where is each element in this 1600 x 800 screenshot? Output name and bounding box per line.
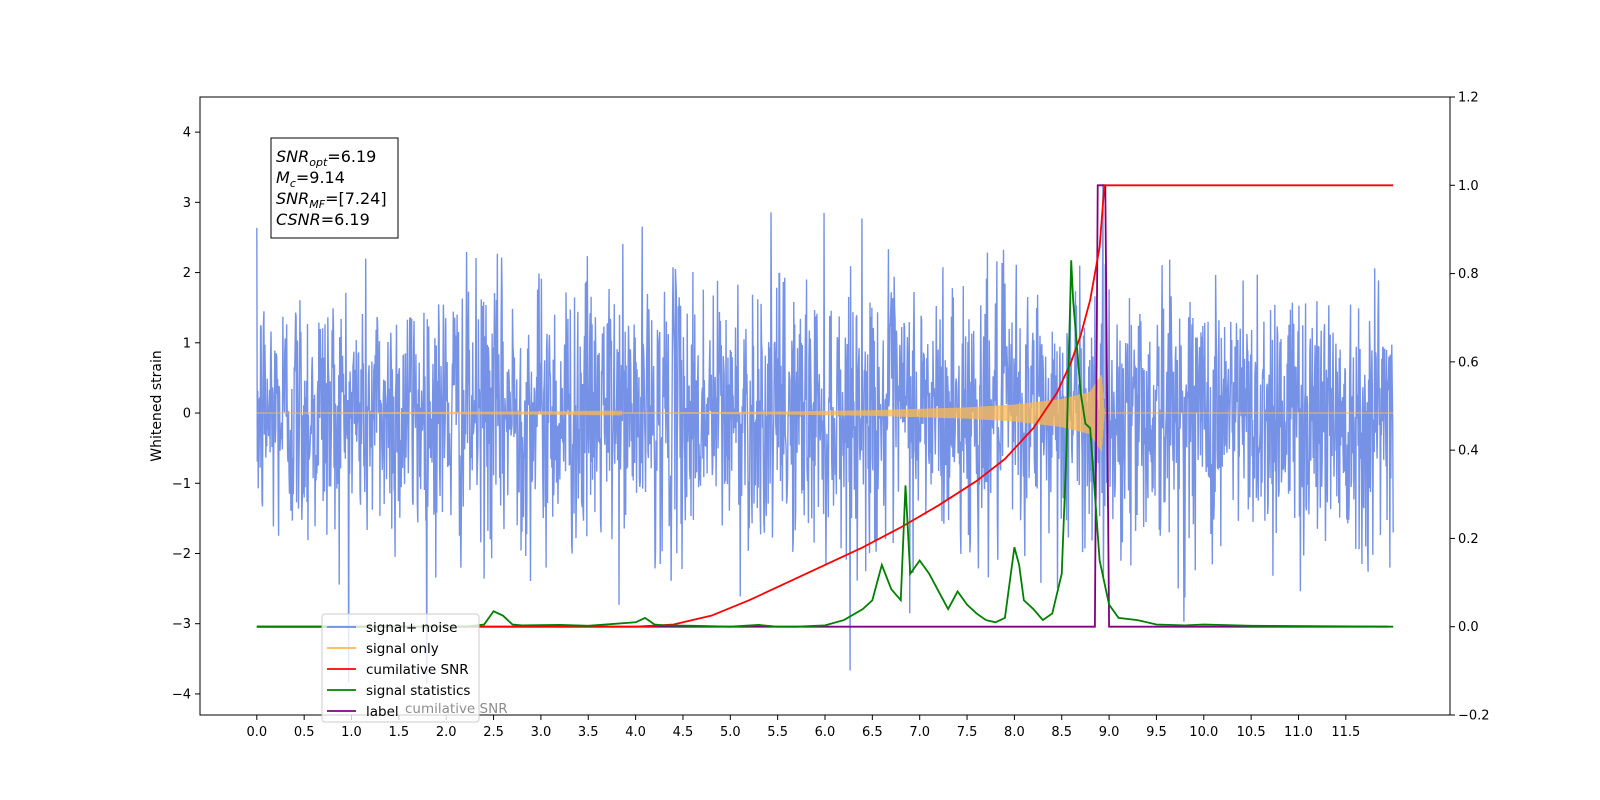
y-tick-label: −4 xyxy=(172,687,191,702)
series-cumulative-snr xyxy=(256,184,1394,628)
x-tick-label: 6.5 xyxy=(862,725,883,740)
x-axis: 0.0 0.5 1.0 1.5 2.0 2.5 3.0 3.5 4.0 4.5 5.0 5.5 6.0 6… xyxy=(246,715,1360,740)
x-tick-label: 6.0 xyxy=(815,725,836,740)
x-tick-label: 2.0 xyxy=(436,725,457,740)
legend-frame xyxy=(321,613,480,723)
y-axis-left: 4 3 2 1 0 −1 −2 −3 −4 xyxy=(172,126,200,702)
y2-tick-label: 1.0 xyxy=(1458,179,1479,194)
legend-label: signal+ noise xyxy=(366,620,457,636)
x-tick-label: 11.5 xyxy=(1331,725,1360,740)
x-tick-label: 8.0 xyxy=(1004,725,1025,740)
legend: cumilative SNR signal+ noise signal only cu… xyxy=(321,613,508,723)
series-signal-noise xyxy=(256,184,1394,684)
y2-tick-label: 0.6 xyxy=(1458,355,1479,370)
x-tick-label: 4.0 xyxy=(625,725,646,740)
x-tick-label: 1.0 xyxy=(341,725,362,740)
y2-tick-label: 0.8 xyxy=(1458,267,1479,282)
x-tick-label: 5.5 xyxy=(767,725,788,740)
y-tick-label: 2 xyxy=(183,266,191,281)
x-tick-label: 7.0 xyxy=(909,725,930,740)
legend-label: label xyxy=(366,704,399,720)
y-tick-label: −3 xyxy=(172,617,191,632)
x-tick-label: 9.5 xyxy=(1146,725,1167,740)
annotation-line: Mc=9.14 xyxy=(276,168,345,190)
y-tick-label: −2 xyxy=(172,547,191,562)
x-tick-label: 2.5 xyxy=(483,725,504,740)
y-tick-label: 4 xyxy=(183,126,191,141)
x-tick-label: 4.5 xyxy=(673,725,694,740)
x-tick-label: 10.0 xyxy=(1189,725,1218,740)
y-tick-label: 3 xyxy=(183,196,191,211)
x-tick-label: 8.5 xyxy=(1051,725,1072,740)
series-signal-statistics xyxy=(256,260,1394,628)
y2-tick-label: 0.0 xyxy=(1458,620,1479,635)
x-tick-label: 5.0 xyxy=(720,725,741,740)
y2-tick-label: 0.2 xyxy=(1458,532,1479,547)
legend-label: cumilative SNR xyxy=(366,662,469,678)
y-axis-right: 1.2 1.0 0.8 0.6 0.4 0.2 0.0 −0.2 xyxy=(1450,91,1490,724)
y-tick-label: 1 xyxy=(183,336,191,351)
y-tick-label: −1 xyxy=(172,477,191,492)
x-tick-label: 10.5 xyxy=(1237,725,1266,740)
x-tick-label: 0.5 xyxy=(294,725,315,740)
y2-tick-label: 0.4 xyxy=(1458,444,1479,459)
y-tick-label: 0 xyxy=(183,407,191,422)
annotation-box-frame xyxy=(270,137,399,239)
annotation-line: SNRopt=6.19 xyxy=(276,147,376,169)
legend-overlap-text: cumilative SNR xyxy=(405,701,508,717)
legend-label: signal statistics xyxy=(366,683,470,699)
x-tick-label: 9.0 xyxy=(1099,725,1120,740)
x-tick-label: 3.0 xyxy=(531,725,552,740)
legend-label: signal only xyxy=(366,641,439,657)
y2-tick-label: −0.2 xyxy=(1458,709,1490,724)
y-axis-label: Whitened strain xyxy=(149,350,165,461)
y2-tick-label: 1.2 xyxy=(1458,91,1479,106)
x-tick-label: 7.5 xyxy=(957,725,978,740)
x-tick-label: 3.5 xyxy=(578,725,599,740)
x-tick-label: 11.0 xyxy=(1284,725,1313,740)
series-label xyxy=(256,184,1389,628)
annotation-line: CSNR=6.19 xyxy=(276,210,370,229)
x-tick-label: 0.0 xyxy=(246,725,267,740)
data-traces xyxy=(256,184,1394,684)
annotation-line: SNRMF=[7.24] xyxy=(276,189,387,211)
series-signal-only xyxy=(256,374,1110,452)
x-tick-label: 1.5 xyxy=(389,725,410,740)
